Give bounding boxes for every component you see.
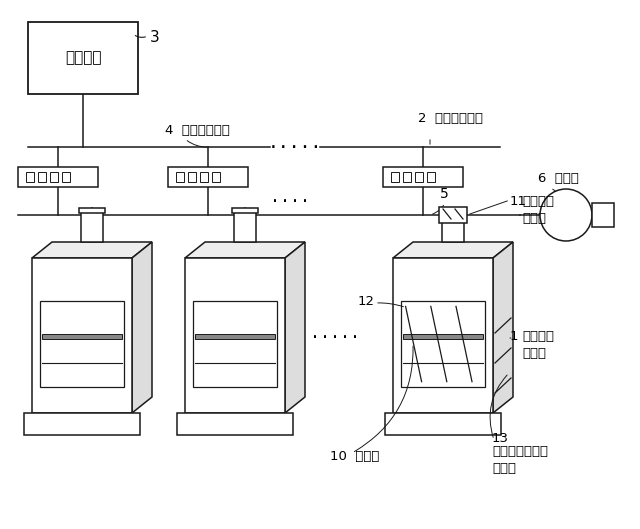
- Bar: [185, 258, 285, 413]
- Text: 10  サッシ: 10 サッシ: [330, 450, 380, 463]
- Bar: [391, 172, 399, 182]
- Bar: [401, 302, 485, 387]
- Bar: [62, 172, 70, 182]
- Bar: [79, 208, 105, 213]
- Bar: [439, 207, 467, 223]
- Text: ヒュームフード
モニタ: ヒュームフード モニタ: [492, 445, 548, 475]
- Bar: [592, 203, 614, 227]
- Text: 3: 3: [150, 30, 160, 45]
- Bar: [32, 258, 132, 413]
- Polygon shape: [132, 242, 152, 413]
- Bar: [28, 22, 138, 94]
- Text: ·····: ·····: [310, 329, 360, 347]
- Polygon shape: [285, 242, 305, 413]
- Text: 13: 13: [492, 432, 509, 445]
- Bar: [40, 302, 124, 387]
- Bar: [81, 212, 103, 242]
- Text: 1: 1: [510, 330, 518, 343]
- Bar: [193, 302, 277, 387]
- Bar: [176, 172, 184, 182]
- Bar: [440, 208, 466, 213]
- Bar: [50, 172, 58, 182]
- Bar: [427, 172, 435, 182]
- Text: 11: 11: [510, 195, 527, 208]
- Bar: [403, 334, 483, 339]
- Bar: [385, 413, 501, 435]
- Text: ヒューム
フード: ヒューム フード: [522, 330, 554, 360]
- Text: 監視装置: 監視装置: [65, 50, 101, 66]
- Polygon shape: [185, 242, 305, 258]
- Bar: [200, 172, 208, 182]
- Text: 2  コントローラ: 2 コントローラ: [418, 112, 483, 125]
- Text: 12: 12: [358, 295, 375, 308]
- Bar: [38, 172, 46, 182]
- Bar: [195, 334, 275, 339]
- Bar: [393, 258, 493, 413]
- Bar: [415, 172, 423, 182]
- Bar: [212, 172, 220, 182]
- Text: ····: ····: [270, 193, 310, 211]
- Text: ·····: ·····: [268, 139, 322, 157]
- Bar: [24, 413, 140, 435]
- Bar: [234, 212, 256, 242]
- Bar: [442, 212, 464, 242]
- Text: 4  ネットワーク: 4 ネットワーク: [165, 124, 230, 137]
- Bar: [403, 172, 411, 182]
- Bar: [168, 167, 248, 187]
- Bar: [18, 167, 98, 187]
- Bar: [177, 413, 293, 435]
- Bar: [42, 334, 122, 339]
- Circle shape: [540, 189, 592, 241]
- Bar: [188, 172, 196, 182]
- Bar: [26, 172, 34, 182]
- Polygon shape: [493, 242, 513, 413]
- Text: 6  ファン: 6 ファン: [538, 172, 579, 185]
- Bar: [232, 208, 258, 213]
- Text: 5: 5: [440, 187, 449, 201]
- Text: 風量制御
バルブ: 風量制御 バルブ: [522, 195, 554, 225]
- Bar: [383, 167, 463, 187]
- Polygon shape: [393, 242, 513, 258]
- Polygon shape: [32, 242, 152, 258]
